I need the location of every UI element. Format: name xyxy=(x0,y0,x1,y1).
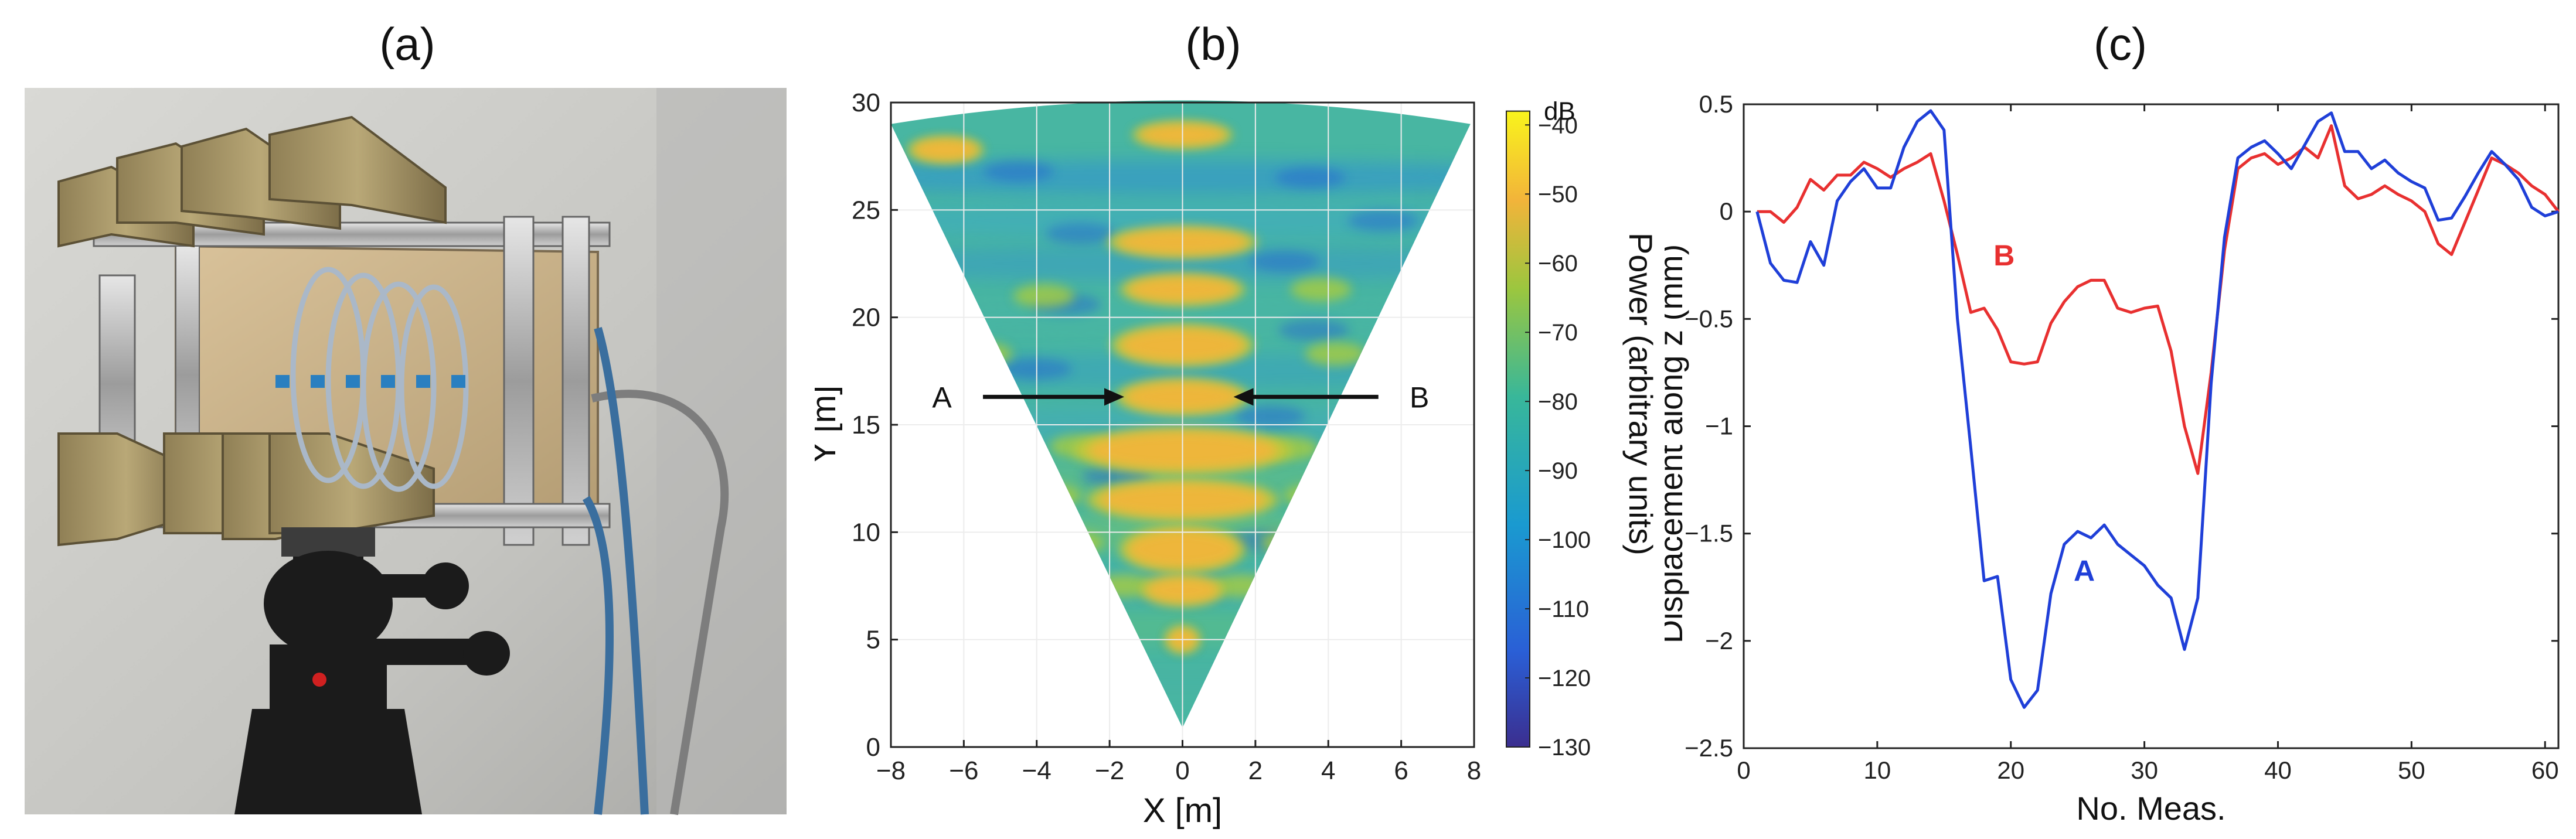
series-line-A xyxy=(1755,109,2559,709)
colorbar-tick-label: −80 xyxy=(1538,389,1578,415)
colorbar-unit: dB xyxy=(1544,97,1575,126)
panel-a-label: (a) xyxy=(379,18,435,70)
x-tick-label: 0 xyxy=(1175,756,1189,785)
heatmap-lobe xyxy=(1249,251,1320,272)
y-tick-label: −2.5 xyxy=(1685,734,1733,762)
heatmap-lobe xyxy=(1347,210,1418,231)
x-tick-label: 8 xyxy=(1467,756,1481,785)
y-tick-label: 0.5 xyxy=(1699,90,1733,118)
heatmap-band xyxy=(891,611,1471,647)
colorbar-tick-label: −120 xyxy=(1538,666,1591,691)
x-tick-label: 50 xyxy=(2398,756,2425,784)
heatmap-lobe xyxy=(983,161,1054,182)
y-tick-label: 0 xyxy=(1720,197,1733,225)
series-label-B: B xyxy=(1993,239,2014,272)
y-tick-label: 25 xyxy=(852,196,880,224)
y-tick-label: −1 xyxy=(1705,412,1733,440)
x-tick-label: −4 xyxy=(1022,756,1052,785)
y-tick-label: 5 xyxy=(866,626,880,654)
y-tick-label: 15 xyxy=(852,411,880,439)
heatmap-texture xyxy=(891,122,1471,700)
y-axis-label: Displacement along z (mm) xyxy=(1665,244,1689,644)
x-tick-label: 4 xyxy=(1321,756,1335,785)
panel-b-label: (b) xyxy=(1185,18,1241,70)
x-tick-label: 40 xyxy=(2264,756,2292,784)
panel-b: (b) −8 −6 −4 −2 0 2 4 6 8 0 5 10 15 20 25 30 X [m] Y [m] … xyxy=(815,0,1665,839)
heatmap-hotspot xyxy=(913,139,979,161)
colorbar-tick-label: −40 xyxy=(1538,112,1578,138)
x-axis-label: No. Meas. xyxy=(2076,790,2225,827)
annotation-arrowhead-A xyxy=(1104,388,1124,406)
tripod xyxy=(234,527,510,814)
y-tick-label: −1.5 xyxy=(1685,520,1733,547)
coiled-cables xyxy=(290,267,469,492)
series-label-A: A xyxy=(2074,554,2095,587)
colorbar xyxy=(1506,110,1530,748)
output-cables xyxy=(582,327,729,816)
x-tick-label: −6 xyxy=(949,756,978,785)
annotation-arrowhead-B xyxy=(1233,388,1254,406)
x-tick-label: 30 xyxy=(2131,756,2158,784)
x-tick-label: 60 xyxy=(2531,756,2559,784)
y-tick-label: 30 xyxy=(852,88,880,117)
heatmap-lobe xyxy=(1275,167,1346,189)
heatmap-band xyxy=(891,160,1471,196)
colorbar-tick-label: −70 xyxy=(1538,320,1578,346)
connector-row xyxy=(275,375,465,388)
x-tick-label: −2 xyxy=(1095,756,1124,785)
y-tick-label: 10 xyxy=(852,518,880,547)
heatmap-lobe xyxy=(1234,405,1305,427)
x-tick-label: 2 xyxy=(1248,756,1263,785)
radar-sensor-photo xyxy=(25,88,787,816)
heatmap-sidelobe xyxy=(1020,484,1082,507)
heatmap-sidelobe xyxy=(1013,284,1075,308)
annotation-label-B: B xyxy=(1410,381,1429,414)
heatmap-band xyxy=(891,665,1471,700)
heatmap-sidelobe xyxy=(1283,484,1345,507)
heatmap-sidelobe xyxy=(951,342,1013,366)
annotation-label-A: A xyxy=(932,381,952,414)
y-tick-label: 0 xyxy=(866,733,880,762)
heatmap-lobe xyxy=(1278,319,1349,341)
panel-a: (a) xyxy=(0,0,815,839)
x-tick-label: 10 xyxy=(1864,756,1891,784)
colorbar-tick-label: −130 xyxy=(1538,735,1591,760)
x-axis-label: X [m] xyxy=(1143,792,1222,830)
colorbar-tick-label: −110 xyxy=(1538,596,1589,622)
heatmap-sidelobe xyxy=(1305,342,1366,366)
colorbar-tick-label: −100 xyxy=(1538,527,1591,553)
colorbar-label: Power (arbitrary units) xyxy=(1622,233,1659,555)
y-tick-label: −2 xyxy=(1705,627,1733,654)
colorbar-tick-label: −60 xyxy=(1538,251,1578,277)
y-tick-label: 20 xyxy=(852,303,880,332)
top-horn-antennas xyxy=(57,115,447,248)
panel-c: (c) 0 10 20 30 40 50 60 0.5 0 −0.5 −1 −1.5 −2 −2.5 No.… xyxy=(1665,0,2576,839)
series-line-B xyxy=(1757,124,2560,475)
y-tick-label: −0.5 xyxy=(1685,305,1733,332)
panel-c-label: (c) xyxy=(2094,18,2147,70)
heatmap-sidelobe xyxy=(1261,531,1323,555)
colorbar-tick-label: −50 xyxy=(1538,182,1578,207)
y-axis-label: Y [m] xyxy=(815,386,843,464)
colorbar-tick-label: −90 xyxy=(1538,458,1578,484)
line-axis-box xyxy=(1743,103,2560,749)
x-tick-label: 0 xyxy=(1737,756,1750,784)
x-tick-label: 6 xyxy=(1394,756,1408,785)
line-chart: 0 10 20 30 40 50 60 0.5 0 −0.5 −1 −1.5 −2 −2.5 No. Mea… xyxy=(1665,90,2560,827)
heatmap-sidelobe xyxy=(1042,531,1104,555)
heatmap-chart: −8 −6 −4 −2 0 2 4 6 8 0 5 10 15 20 25 30 X [m] Y [m] A B −… xyxy=(815,88,1659,830)
heatmap-lobe xyxy=(1045,223,1116,244)
heatmap-sidelobe xyxy=(1290,278,1352,301)
x-tick-label: −8 xyxy=(876,756,906,785)
x-tick-label: 20 xyxy=(1997,756,2024,784)
